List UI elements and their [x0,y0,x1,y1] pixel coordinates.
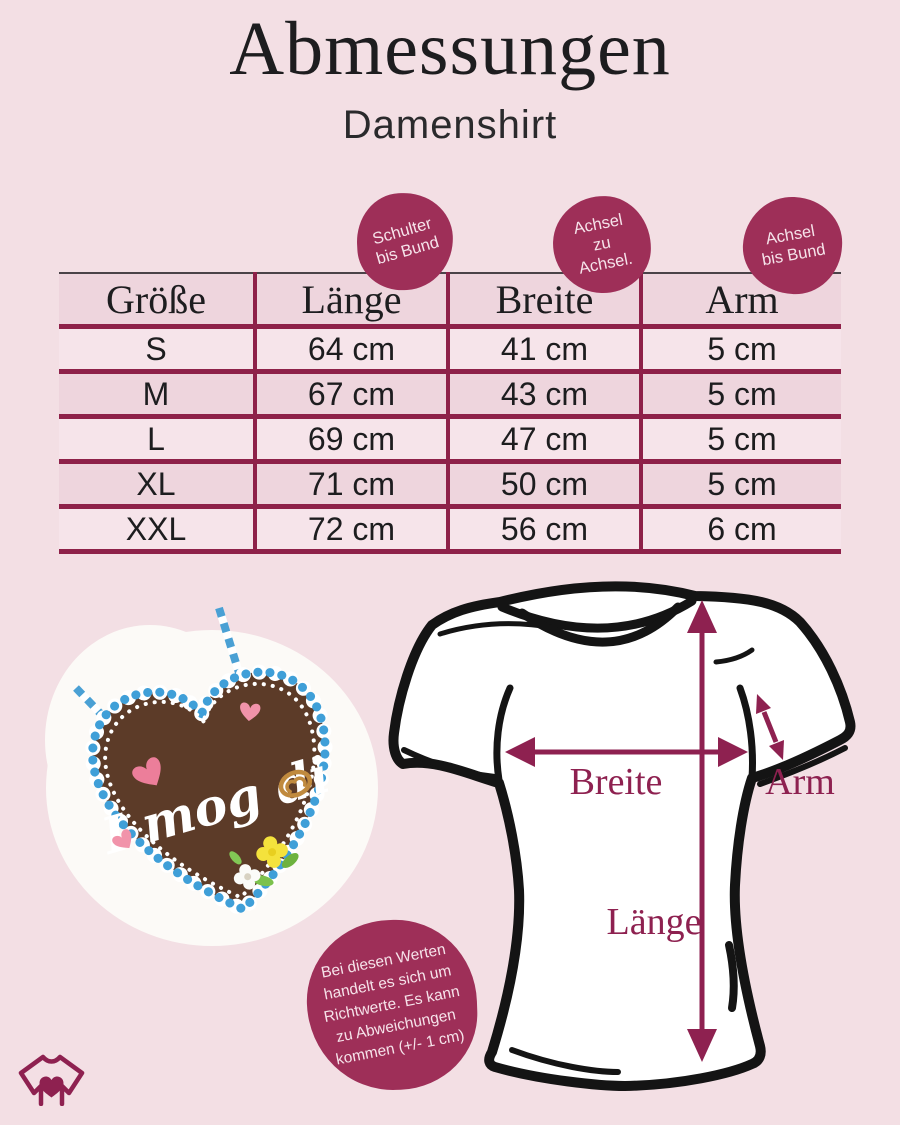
tshirt-outline [388,581,856,1091]
table-header-row: Größe Länge Breite Arm [59,273,841,327]
table-cell: 47 cm [446,414,643,462]
gingerbread-heart-illustration: I mog di [45,606,378,946]
table-cell: 5 cm [639,324,841,372]
table-row: S 64 cm 41 cm 5 cm [59,324,841,372]
table-cell: 5 cm [639,414,841,462]
pretzel-decoration [278,769,313,798]
table-cell: L [59,414,257,462]
size-table: Größe Länge Breite Arm S 64 cm 41 cm 5 cm M 67 c… [59,272,841,554]
tshirt-diagram: Breite Länge Arm [388,581,856,1091]
table-cell: 72 cm [253,504,450,554]
gingerbread-heart: I mog di [85,664,336,919]
table-cell: XXL [59,504,257,554]
table-cell: 41 cm [446,324,643,372]
table-cell: 67 cm [253,369,450,417]
table-cell: 56 cm [446,504,643,554]
breite-label: Breite [570,761,663,803]
table-cell: 69 cm [253,414,450,462]
table-row: XXL 72 cm 56 cm 6 cm [59,504,841,554]
column-header: Größe [59,273,257,327]
stamp-text: Achsel zu Achsel. [570,210,634,279]
flower-decoration [229,836,299,890]
table-cell: M [59,369,257,417]
tshirt-heart-logo [18,1054,85,1106]
page-subtitle: Damenshirt [342,103,558,147]
stamp-text: Achsel bis Bund [757,220,827,270]
length-measure-arrow [687,600,717,1062]
column-header: Breite [446,273,643,327]
table-cell: S [59,324,257,372]
stamp-text: Schulter bis Bund [369,214,442,270]
arm-label: Arm [765,761,835,803]
laenge-label: Länge [607,901,702,943]
table-cell: 71 cm [253,459,450,507]
table-cell: 43 cm [446,369,643,417]
width-measure-arrow [505,737,748,767]
table-cell: 50 cm [446,459,643,507]
tshirt-details [401,596,848,1075]
table-cell: 5 cm [639,459,841,507]
table-cell: 5 cm [639,369,841,417]
table-cell: XL [59,459,257,507]
disclaimer-text: Bei diesen Werten handelt es sich um Richt… [314,938,470,1072]
table-cell: 6 cm [639,504,841,554]
logo-heart-icon [39,1076,64,1098]
page-title: Abmessungen [229,7,671,91]
table-cell: 64 cm [253,324,450,372]
table-row: XL 71 cm 50 cm 5 cm [59,459,841,507]
table-row: M 67 cm 43 cm 5 cm [59,369,841,417]
table-row: L 69 cm 47 cm 5 cm [59,414,841,462]
arm-measure-arrow [756,694,784,760]
